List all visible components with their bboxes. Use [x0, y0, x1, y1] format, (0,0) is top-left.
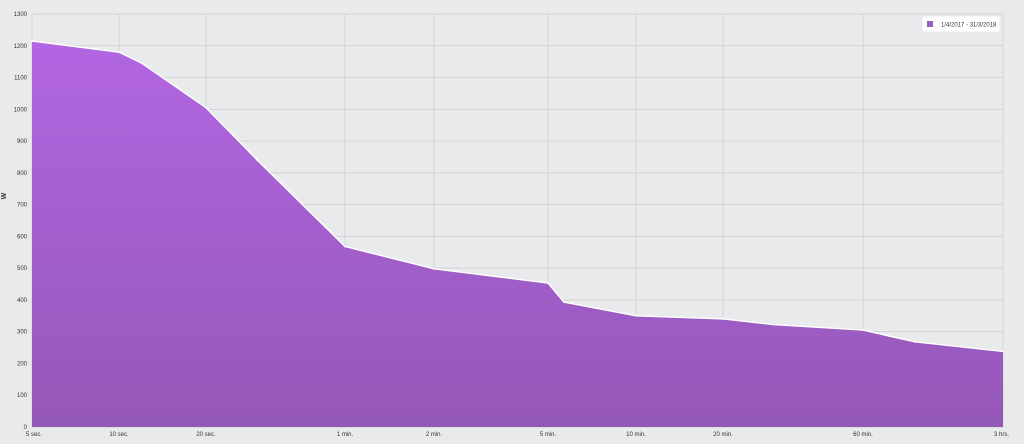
y-tick-label: 600 [17, 234, 28, 240]
data-point[interactable] [31, 40, 33, 42]
y-tick-label: 1200 [14, 44, 28, 50]
area-series [31, 40, 1004, 427]
data-point[interactable] [547, 282, 549, 284]
y-tick-label: 700 [17, 203, 28, 209]
x-tick-label: 10 min. [626, 432, 646, 438]
x-tick-label: 1 min. [337, 432, 354, 438]
y-tick-label: 100 [17, 393, 28, 399]
data-point[interactable] [1002, 350, 1004, 353]
x-tick-label: 5 min. [540, 432, 557, 438]
data-point[interactable] [118, 51, 120, 54]
y-tick-label: 800 [17, 171, 28, 177]
data-point[interactable] [635, 314, 637, 317]
data-point[interactable] [862, 329, 864, 332]
y-tick-label: 1100 [14, 76, 28, 82]
y-axis-title: W [1, 192, 8, 199]
data-point[interactable] [433, 267, 435, 270]
legend-label: 1/4/2017 - 31/3/2018 [941, 23, 997, 29]
x-axis: 5 sec. 10 sec. 20 sec. 1 min. 2 min. 5 min. 10… [26, 432, 1009, 438]
x-tick-label: 60 min. [853, 432, 873, 438]
y-axis: 0 100 200 300 400 500 600 700 800 900 1000 1100 1200… [14, 12, 28, 431]
area-fill [32, 41, 1003, 427]
data-point[interactable] [562, 301, 565, 304]
x-tick-label: 10 sec. [109, 432, 129, 438]
data-point[interactable] [344, 245, 346, 248]
y-tick-label: 1300 [14, 12, 28, 18]
x-tick-label: 20 min. [713, 432, 733, 438]
y-tick-label: 400 [17, 298, 28, 304]
data-point[interactable] [256, 159, 259, 162]
legend[interactable]: 1/4/2017 - 31/3/2018 [921, 15, 1001, 33]
x-tick-label: 5 sec. [26, 432, 42, 438]
y-tick-label: 500 [17, 266, 28, 272]
y-tick-label: 1000 [14, 107, 28, 113]
data-point[interactable] [773, 323, 776, 326]
data-point[interactable] [140, 62, 143, 65]
legend-box [921, 15, 1001, 33]
y-tick-label: 300 [17, 330, 28, 336]
y-tick-label: 200 [17, 361, 28, 367]
legend-swatch [927, 21, 933, 27]
y-tick-label: 0 [24, 425, 28, 431]
y-tick-label: 900 [17, 139, 28, 145]
data-point[interactable] [722, 318, 724, 320]
x-tick-label: 2 min. [426, 432, 443, 438]
data-point[interactable] [913, 340, 916, 343]
data-point[interactable] [205, 106, 207, 109]
x-tick-label: 3 hrs. [994, 432, 1009, 438]
x-tick-label: 20 sec. [196, 432, 216, 438]
